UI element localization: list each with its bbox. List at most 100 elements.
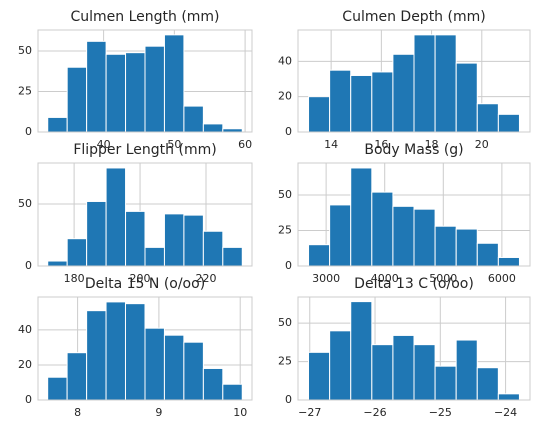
bar [66, 66, 88, 133]
axes-frame [37, 296, 253, 401]
bar [86, 310, 107, 401]
y-tick-label: 25 [278, 355, 292, 368]
bar [497, 256, 520, 267]
x-tick-label: 4000 [371, 272, 399, 285]
x-tick-label: −27 [298, 406, 321, 419]
x-tick-label: 16 [374, 138, 388, 151]
subplot-title: Flipper Length (mm) [73, 142, 216, 158]
y-tick-label: 0 [25, 393, 32, 406]
bar [183, 214, 204, 267]
x-tick-label: 180 [64, 272, 85, 285]
y-tick-label: 40 [18, 323, 32, 336]
y-tick-label: 50 [278, 188, 292, 201]
x-tick-label: 5000 [429, 272, 457, 285]
bar [350, 167, 373, 267]
bar [308, 351, 331, 401]
subplot-title: Body Mass (g) [364, 142, 463, 158]
bar [476, 367, 499, 401]
x-tick-label: 9 [155, 406, 162, 419]
bar [329, 204, 352, 267]
bar [124, 303, 146, 401]
bar [144, 45, 165, 133]
bar [455, 339, 478, 401]
bar [413, 208, 436, 267]
bar [434, 225, 457, 267]
y-tick-label: 0 [285, 125, 292, 138]
x-tick-label: 200 [130, 272, 151, 285]
bar [163, 334, 185, 401]
axes-frame [297, 296, 531, 401]
y-tick-label: 20 [18, 358, 32, 371]
y-tick-label: 0 [285, 259, 292, 272]
bar [183, 341, 204, 401]
y-tick-label: 20 [278, 90, 292, 103]
axes-frame [37, 29, 253, 133]
bar [163, 34, 185, 133]
bar [476, 103, 499, 133]
x-tick-label: −25 [429, 406, 452, 419]
bar [329, 69, 352, 133]
bar [125, 210, 146, 267]
bar [371, 191, 394, 267]
x-tick-label: 10 [233, 406, 247, 419]
x-tick-label: 3000 [312, 272, 340, 285]
bar [183, 105, 204, 133]
bar [105, 167, 127, 267]
y-tick-label: 25 [278, 223, 292, 236]
bar [413, 34, 436, 133]
bar [350, 74, 373, 133]
x-tick-label: 18 [425, 138, 439, 151]
bar [455, 62, 478, 133]
bar [392, 53, 415, 133]
x-tick-label: 6000 [488, 272, 516, 285]
bar [434, 365, 457, 401]
bar [308, 244, 331, 267]
bar [222, 383, 243, 401]
bar [434, 34, 457, 133]
bar [66, 238, 88, 267]
bar [163, 213, 185, 267]
bar [86, 200, 107, 267]
bar [392, 205, 415, 267]
y-tick-label: 0 [25, 259, 32, 272]
bar [66, 352, 88, 401]
bar [308, 96, 331, 133]
x-tick-label: 60 [238, 138, 252, 151]
axes-frame [297, 162, 531, 267]
bar [455, 228, 478, 267]
x-tick-label: 20 [475, 138, 489, 151]
bar [329, 330, 352, 401]
y-tick-label: 50 [278, 316, 292, 329]
bar [144, 327, 165, 401]
y-tick-label: 0 [25, 125, 32, 138]
x-tick-label: −24 [494, 406, 517, 419]
y-tick-label: 40 [278, 54, 292, 67]
x-tick-label: 220 [196, 272, 217, 285]
x-tick-label: 40 [97, 138, 111, 151]
y-tick-label: 50 [18, 197, 32, 210]
x-tick-label: 14 [324, 138, 338, 151]
x-tick-label: 8 [74, 406, 81, 419]
bar [497, 393, 520, 401]
axes-frame [37, 162, 253, 267]
bar [392, 334, 415, 401]
bar [476, 242, 499, 267]
bar [86, 40, 107, 133]
bar [497, 113, 520, 133]
subplot-title: Delta 15 N (o/oo) [85, 276, 205, 292]
bar [202, 123, 224, 133]
axes-frame [297, 29, 531, 133]
y-tick-label: 0 [285, 393, 292, 406]
subplot-title: Culmen Depth (mm) [342, 9, 485, 25]
y-tick-label: 25 [18, 85, 32, 98]
bar [105, 53, 127, 133]
bar [105, 301, 126, 401]
bar [125, 52, 146, 133]
bar [222, 246, 243, 267]
bar [202, 230, 224, 267]
bar [144, 246, 165, 267]
x-tick-label: −26 [363, 406, 386, 419]
y-tick-label: 50 [18, 44, 32, 57]
subplot-title: Delta 13 C (o/oo) [354, 276, 474, 292]
